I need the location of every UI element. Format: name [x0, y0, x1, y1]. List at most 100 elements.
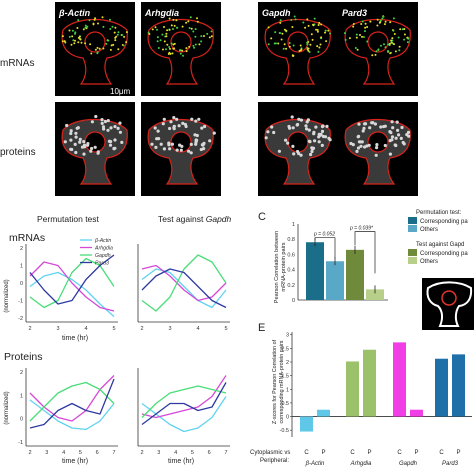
- mrna-spot: [109, 48, 112, 51]
- protein-signal: [399, 136, 403, 140]
- protein-signal: [70, 147, 74, 152]
- mrna-spot: [189, 16, 192, 19]
- mrna-spot: [110, 44, 113, 47]
- protein-signal: [212, 131, 216, 135]
- mrna-spot: [313, 17, 316, 20]
- panel-e-ylabel-2: corresponding mRNA-protein pairs: [279, 340, 285, 423]
- series-line: [29, 399, 115, 431]
- mrna-spot: [194, 28, 197, 31]
- protein-signal: [82, 152, 86, 156]
- mrna-spot: [382, 15, 385, 18]
- e-cp-label: P: [367, 450, 371, 456]
- protein-signal: [154, 145, 158, 149]
- panel-c-ylabel-2: mRNA-protein pairs: [281, 242, 287, 291]
- mrna-spot: [185, 47, 188, 50]
- mrna-spot: [117, 31, 120, 34]
- mrna-spot: [390, 39, 393, 42]
- protein-signal: [297, 151, 301, 156]
- mrna-spot: [361, 20, 364, 23]
- protein-signal: [82, 140, 86, 144]
- protein-signal: [170, 142, 174, 146]
- protein-signal: [200, 126, 204, 130]
- gene-label: β-Actin: [58, 8, 91, 18]
- protein-signal: [382, 125, 386, 129]
- mrna-spot: [364, 26, 367, 29]
- mrna-spot: [277, 42, 280, 45]
- mrna-spot: [267, 43, 270, 46]
- protein-signal: [181, 121, 185, 125]
- mrna-spot: [291, 26, 294, 28]
- mrna-spot: [210, 30, 213, 33]
- series-line: [29, 254, 115, 305]
- series-line: [29, 378, 115, 429]
- protein-signal: [94, 114, 98, 119]
- protein-signal: [106, 128, 110, 132]
- mrna-spot: [398, 49, 401, 52]
- mrna-spot: [78, 35, 81, 38]
- protein-signal: [379, 125, 383, 129]
- mrna-spot: [352, 25, 355, 28]
- protein-signal: [291, 126, 295, 130]
- mrna-spot: [327, 29, 330, 32]
- mrna-spot: [181, 25, 184, 28]
- mrna-spot: [274, 31, 277, 34]
- mrna-spot: [354, 47, 357, 49]
- protein-signal: [113, 138, 117, 142]
- protein-signal: [407, 134, 411, 138]
- c-legend-title: Test against Gapd: [416, 242, 464, 248]
- mrna-spot: [392, 29, 395, 32]
- c-legend-label: Others: [420, 227, 438, 233]
- nucleus-outline: [170, 131, 192, 153]
- mrna-spot: [310, 33, 313, 36]
- mrna-spot: [320, 23, 323, 26]
- mrna-spot: [84, 24, 87, 27]
- e-cp-label: C: [350, 450, 355, 456]
- mrna-spot: [355, 36, 358, 39]
- mrna-spot: [190, 27, 193, 30]
- nucleus-outline: [367, 131, 389, 153]
- mrnas-label: mRNAs: [9, 232, 45, 244]
- mrna-spot: [187, 20, 190, 23]
- mrna-spot: [105, 42, 108, 45]
- protein-signal: [317, 140, 321, 144]
- mrna-spot: [369, 20, 372, 23]
- e-y-tick-label: 0: [286, 415, 289, 421]
- e-y-tick-label: 0.5: [281, 401, 289, 407]
- mrna-spot: [379, 19, 382, 22]
- gene-label: Pard3: [342, 8, 367, 18]
- nucleus-outline: [84, 131, 106, 153]
- mrna-spot: [343, 32, 346, 35]
- mrna-spot: [154, 26, 157, 29]
- c-bar: [326, 261, 344, 300]
- protein-signal: [172, 127, 176, 131]
- mrna-spot: [398, 45, 401, 48]
- x-tick-label: 4: [174, 450, 177, 456]
- protein-signal: [292, 152, 296, 156]
- mrna-spot: [377, 48, 380, 51]
- e-bar: [393, 342, 406, 417]
- mrna-spot: [206, 32, 209, 35]
- tile-mrna-2: Gapdh: [258, 2, 338, 96]
- series-line: [29, 375, 115, 422]
- protein-signal: [391, 126, 395, 130]
- protein-signal: [197, 117, 201, 121]
- protein-signal: [371, 121, 375, 125]
- mrna-spot: [74, 31, 77, 34]
- proteins-label: Proteins: [4, 351, 43, 363]
- protein-signal: [108, 143, 113, 147]
- mrna-spot: [311, 38, 314, 41]
- mrna-spot: [98, 47, 101, 50]
- mrna-spot: [74, 32, 76, 35]
- mrna-spot: [307, 24, 310, 27]
- protein-signal: [102, 127, 106, 131]
- protein-signal: [362, 126, 366, 130]
- mrna-spot: [172, 28, 174, 30]
- mrna-spot: [344, 38, 347, 41]
- protein-signal: [96, 150, 100, 154]
- mrna-spot: [168, 46, 171, 48]
- mrna-spot: [156, 40, 159, 43]
- protein-signal: [199, 147, 203, 152]
- mrna-spot: [97, 22, 99, 25]
- mrna-spot: [109, 18, 111, 21]
